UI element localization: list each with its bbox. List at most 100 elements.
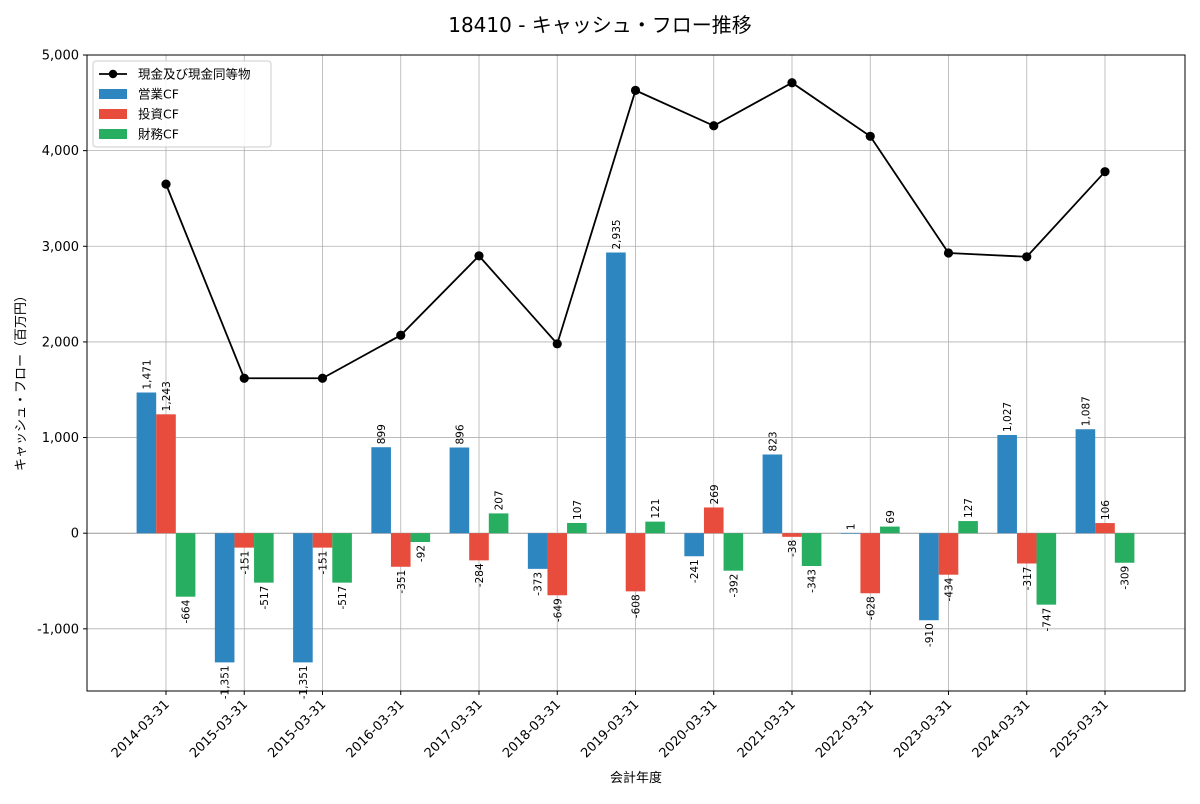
bar-operating [919, 533, 939, 621]
bar-operating [606, 252, 626, 534]
bar-investing [703, 507, 724, 534]
bar-financing [723, 533, 744, 571]
bar-investing [625, 533, 646, 592]
cash-line-marker [943, 248, 954, 258]
bar-investing [234, 533, 255, 548]
bar-operating [762, 454, 783, 534]
y-tick-label: 5,000 [42, 49, 79, 64]
legend-frame [92, 60, 272, 148]
bar-value-label: 1,243 [161, 381, 173, 411]
x-tick-label: 2021-03-31 [735, 697, 799, 761]
bar-value-label: -747 [1041, 608, 1053, 632]
legend-label-cash: 現金及び現金同等物 [138, 67, 251, 82]
x-axis-label: 会計年度 [610, 770, 662, 786]
bar-value-label: 69 [885, 510, 897, 523]
x-tick-label: 2016-03-31 [344, 697, 408, 761]
bar-investing [156, 414, 176, 534]
cash-line-marker [709, 121, 719, 131]
bar-value-label: -373 [533, 572, 545, 596]
bar-value-label: -517 [337, 586, 349, 610]
bar-operating [527, 533, 548, 569]
x-tick-label: 2020-03-31 [657, 697, 721, 761]
bar-value-label: -392 [728, 574, 740, 598]
bars-layer [136, 252, 1135, 663]
bar-value-label: -343 [807, 569, 819, 593]
cash-line-marker [865, 131, 875, 141]
x-tick-label: 2017-03-31 [422, 697, 486, 761]
bar-financing [488, 513, 509, 534]
y-tick-label: 4,000 [42, 144, 79, 159]
bar-operating [997, 434, 1017, 534]
bar-value-label: 823 [767, 431, 779, 451]
legend-label-operating: 営業CF [138, 87, 179, 102]
bar-value-label: 1,471 [141, 359, 153, 389]
chart-title: 18410 - キャッシュ・フロー推移 [448, 13, 752, 37]
legend-swatch-financing [99, 129, 127, 139]
bar-investing [1095, 523, 1115, 534]
bar-operating [371, 447, 391, 534]
bar-value-label: -151 [239, 551, 251, 575]
y-tick-label: 2,000 [42, 335, 79, 350]
bar-investing [860, 533, 881, 594]
x-tick-label: 2023-03-31 [891, 697, 955, 761]
bar-value-label: -608 [631, 594, 643, 618]
bar-financing [1036, 533, 1057, 605]
bar-financing [880, 526, 900, 534]
bar-financing [254, 533, 274, 583]
bar-financing [175, 533, 196, 597]
bar-operating [1075, 429, 1096, 534]
bar-value-label: -284 [474, 563, 486, 587]
bar-value-label: -628 [865, 596, 877, 620]
bar-financing [645, 521, 665, 534]
x-tick-label: 2014-03-31 [109, 697, 173, 761]
axis-layer: -1,000 0 1,000 2,000 3,000 4,000 5,000 2014-03-… [37, 49, 1112, 762]
legend-label-financing: 財務CF [138, 127, 179, 142]
bar-operating [840, 533, 861, 534]
bar-value-label: 269 [709, 484, 721, 504]
bar-financing [958, 521, 978, 534]
bar-operating [449, 447, 470, 534]
bar-operating [684, 533, 704, 557]
bar-financing [332, 533, 352, 583]
bar-value-label: -649 [552, 598, 564, 622]
bar-financing [1114, 533, 1135, 563]
cash-line-marker [396, 330, 406, 340]
bar-operating [136, 392, 157, 534]
bar-investing [547, 533, 568, 596]
y-tick-label: 0 [71, 527, 79, 542]
bar-value-label: -92 [415, 545, 427, 562]
x-tick-label: 2018-03-31 [500, 697, 564, 761]
bar-value-label: -664 [181, 599, 193, 623]
y-tick-label: 1,000 [42, 431, 79, 446]
bar-value-label: -241 [689, 559, 701, 583]
bar-value-label: -910 [924, 623, 936, 647]
x-tick-label: 2025-03-31 [1048, 697, 1112, 761]
bar-value-label: 107 [572, 500, 584, 520]
bar-value-label: 127 [963, 498, 975, 518]
bar-value-label: -1,351 [298, 665, 310, 699]
bar-operating [214, 533, 235, 663]
bar-value-label: -317 [1022, 567, 1034, 591]
bar-value-label: 1,087 [1080, 396, 1092, 426]
legend-swatch-operating [99, 89, 127, 99]
bar-value-label: -517 [259, 586, 271, 610]
bar-value-label: -351 [396, 570, 408, 594]
legend-label-investing: 投資CF [138, 107, 179, 122]
bar-value-label: -38 [787, 540, 799, 557]
bar-investing [1016, 533, 1037, 564]
bar-value-label: 899 [376, 424, 388, 444]
cash-line-marker [239, 373, 249, 383]
x-tick-label: 2024-03-31 [970, 697, 1034, 761]
bar-value-label: 207 [494, 490, 506, 510]
bar-investing [390, 533, 411, 567]
bar-value-label: -1,351 [220, 665, 232, 699]
bar-investing [469, 533, 489, 561]
data-labels-layer: 1,471 -1,351 -1,351 899 896 -373 2,935 -241 823 1… [141, 219, 1131, 699]
cash-line-marker [552, 339, 562, 349]
line-layer [161, 78, 1110, 383]
y-tick-label: 3,000 [42, 240, 79, 255]
bar-value-label: 896 [454, 424, 466, 444]
bar-operating [293, 533, 313, 663]
bar-financing [801, 533, 822, 566]
